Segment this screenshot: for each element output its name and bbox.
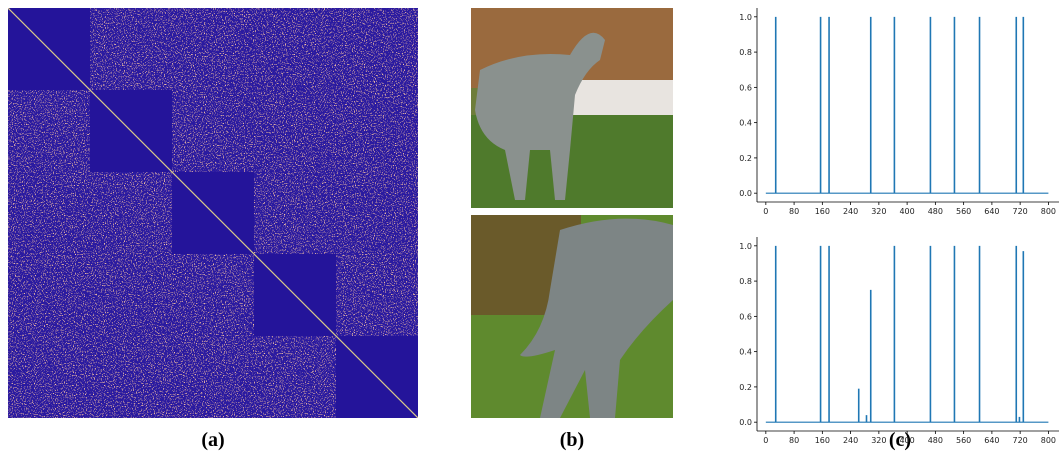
x-tick-label: 640 [984, 436, 999, 445]
x-tick-label: 240 [843, 436, 858, 445]
x-tick-label: 800 [1041, 436, 1056, 445]
x-tick-label: 400 [899, 207, 914, 216]
y-tick-label: 0.4 [739, 348, 752, 357]
x-tick-label: 160 [815, 207, 830, 216]
figure: (a) (b) (c) 0.00.20.40.60.81.00801602403… [0, 0, 1061, 454]
x-tick-label: 480 [928, 207, 943, 216]
x-tick-label: 0 [763, 436, 768, 445]
x-tick-label: 160 [815, 436, 830, 445]
x-tick-label: 80 [789, 207, 799, 216]
y-tick-label: 0.2 [739, 383, 752, 392]
y-tick-label: 0.4 [739, 119, 752, 128]
x-tick-label: 560 [956, 436, 971, 445]
x-tick-label: 400 [899, 436, 914, 445]
y-tick-label: 0.8 [739, 48, 752, 57]
x-tick-label: 80 [789, 436, 799, 445]
x-tick-label: 800 [1041, 207, 1056, 216]
heatmap [8, 8, 418, 418]
panel-label: (a) [201, 429, 224, 451]
photo-top [471, 8, 673, 208]
y-tick-label: 0.0 [739, 418, 752, 427]
x-tick-label: 0 [763, 207, 768, 216]
x-tick-label: 720 [1013, 207, 1028, 216]
panel-label: (b) [560, 429, 584, 451]
x-tick-label: 240 [843, 207, 858, 216]
photo-bottom [471, 215, 673, 418]
y-tick-label: 1.0 [739, 242, 752, 251]
y-tick-label: 1.0 [739, 13, 752, 22]
x-tick-label: 640 [984, 207, 999, 216]
x-tick-label: 480 [928, 436, 943, 445]
y-tick-label: 0.0 [739, 189, 752, 198]
y-tick-label: 0.8 [739, 277, 752, 286]
y-tick-label: 0.6 [739, 83, 752, 92]
x-tick-label: 560 [956, 207, 971, 216]
x-tick-label: 320 [871, 436, 886, 445]
y-tick-label: 0.6 [739, 312, 752, 321]
x-tick-label: 720 [1013, 436, 1028, 445]
y-tick-label: 0.2 [739, 154, 752, 163]
x-tick-label: 320 [871, 207, 886, 216]
